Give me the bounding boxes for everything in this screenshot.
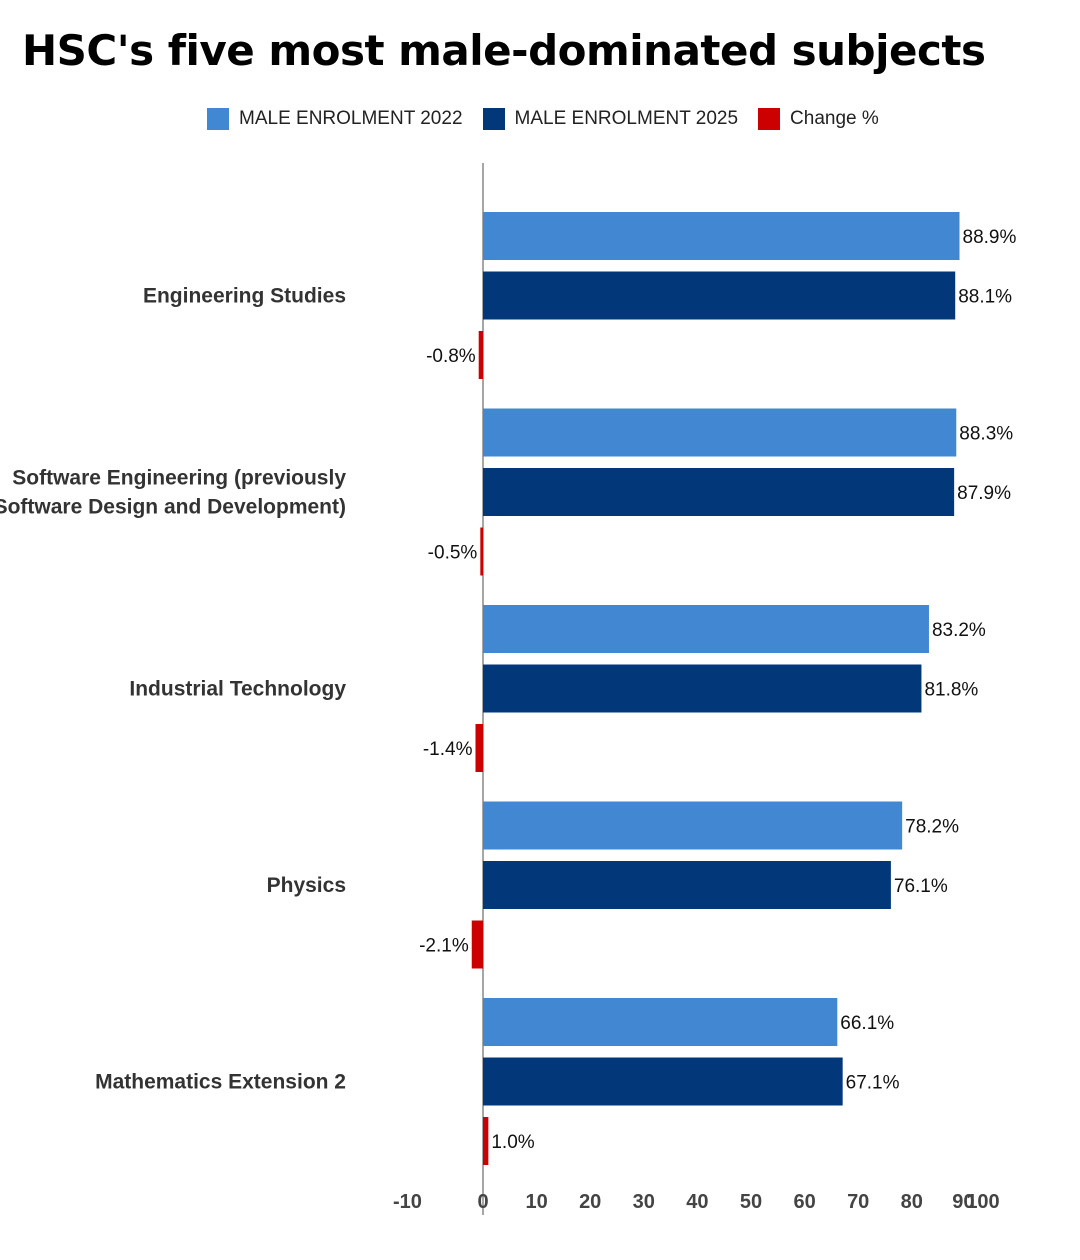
chart-title: HSC's five most male-dominated subjects [22,26,986,75]
data-label: -1.4% [423,739,473,760]
bar [483,1117,489,1165]
bar [483,605,929,653]
bar [483,468,955,516]
bar [483,664,922,713]
x-tick-label: 30 [633,1191,655,1213]
bar [471,920,483,969]
legend-swatch-2022 [207,108,229,130]
x-tick-label: 100 [966,1191,999,1213]
bar [483,861,891,909]
legend-swatch-2025 [482,108,505,130]
bar [483,212,960,260]
data-label: 87.9% [957,483,1011,504]
bar [478,331,483,379]
data-label: 88.3% [959,424,1013,445]
x-tick-label: 80 [901,1191,923,1213]
x-tick-label: 20 [579,1191,601,1213]
data-label: 81.8% [924,680,978,701]
legend-label-2025: MALE ENROLMENT 2025 [514,108,739,129]
legend-label-2022: MALE ENROLMENT 2022 [239,108,463,129]
data-label: -0.5% [428,543,478,564]
bar [475,724,483,772]
data-label: 83.2% [932,620,986,641]
data-label: 76.1% [894,876,948,897]
data-label: 88.1% [958,287,1012,308]
data-label: 1.0% [491,1132,534,1153]
x-tick-label: 10 [525,1191,547,1213]
legend: MALE ENROLMENT 2022 MALE ENROLMENT 2025 … [207,108,899,130]
x-tick-label: 60 [793,1191,815,1213]
x-tick-label: 40 [686,1191,708,1213]
bar [483,801,903,850]
bar [483,408,957,457]
category-label: Physics [267,874,346,897]
data-label: -2.1% [419,936,469,957]
bar [483,1057,843,1106]
bar [480,527,483,576]
x-tick-label: -10 [393,1191,422,1213]
category-label: Software Design and Development) [0,496,346,519]
x-tick-label: 0 [477,1191,488,1213]
bar [483,271,956,320]
category-label: Engineering Studies [143,285,346,308]
category-label: Software Engineering (previously [12,467,346,490]
legend-label-change: Change % [790,108,879,129]
data-label: 66.1% [840,1013,894,1034]
legend-item-change: Change % [758,108,879,130]
data-label: -0.8% [426,346,476,367]
x-tick-label: 50 [740,1191,762,1213]
data-label: 78.2% [905,817,959,838]
legend-item-2022: MALE ENROLMENT 2022 [207,108,463,130]
legend-swatch-change [758,108,781,130]
x-tick-label: 90 [952,1191,974,1213]
category-label: Mathematics Extension 2 [95,1071,346,1094]
x-tick-label: 70 [847,1191,869,1213]
bar [483,998,838,1046]
data-label: 67.1% [846,1073,900,1094]
legend-item-2025: MALE ENROLMENT 2025 [482,108,739,130]
data-label: 88.9% [963,227,1017,248]
category-label: Industrial Technology [129,678,346,701]
